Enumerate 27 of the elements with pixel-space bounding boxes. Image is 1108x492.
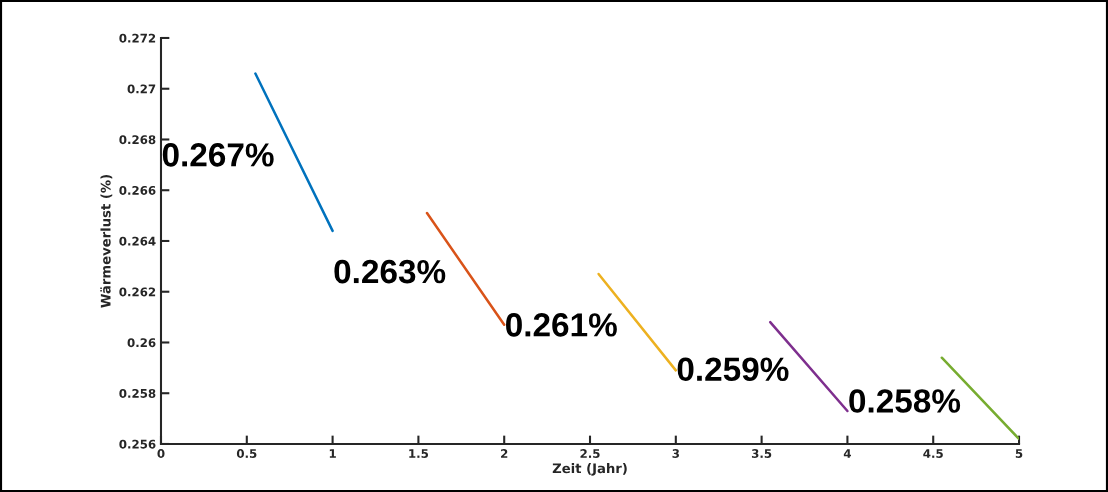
y-tick-label: 0.266 [119, 185, 156, 195]
annotation: 0.259% [677, 357, 789, 382]
y-tick-label: 0.268 [119, 135, 156, 145]
y-tick-label: 0.272 [119, 33, 156, 43]
annotation: 0.261% [506, 313, 617, 337]
x-tick-label: 2.5 [580, 449, 600, 458]
annotation: 0.263% [334, 259, 446, 284]
x-tick-label: 4 [843, 449, 851, 458]
y-tick-label: 0.26 [127, 338, 156, 348]
y-tick-label: 0.256 [119, 439, 156, 449]
x-tick-label: 1.5 [409, 449, 429, 458]
x-tick-label: 2 [501, 449, 508, 458]
x-tick-label: 1 [329, 449, 336, 458]
annotation: 0.258% [849, 389, 961, 413]
x-tick-label: 0 [157, 449, 165, 458]
x-tick-label: 5 [1015, 449, 1023, 458]
y-tick-label: 0.27 [127, 84, 156, 94]
y-axis-title: Wärmeverlust (%) [100, 175, 113, 308]
x-tick-label: 4.5 [923, 449, 943, 458]
x-tick-label: 3.5 [751, 449, 772, 458]
y-tick-label: 0.262 [119, 287, 156, 297]
x-tick-label: 0.5 [236, 449, 257, 458]
y-tick-label: 0.264 [119, 236, 156, 246]
y-tick-label: 0.258 [119, 388, 156, 398]
annotation: 0.267% [162, 143, 274, 167]
x-axis-title: Zeit (Jahr) [552, 463, 627, 476]
x-tick-label: 3 [672, 449, 679, 458]
